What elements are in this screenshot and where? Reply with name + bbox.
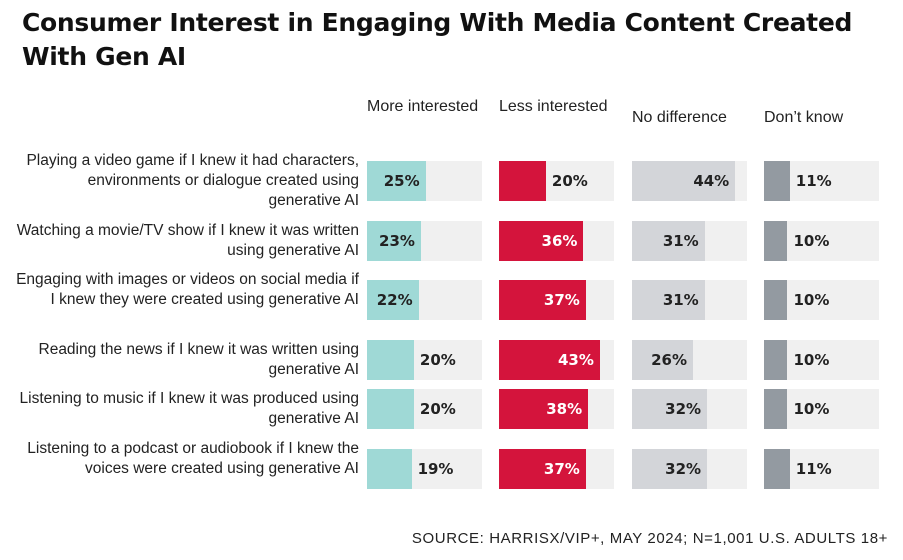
bar-nodiff [632,449,708,489]
bar-less [499,161,546,201]
source-note: SOURCE: HARRISX/VIP+, MAY 2024; N=1,001 … [411,530,888,547]
bar-nodiff [632,221,705,261]
bar-less [499,389,589,429]
bar-more [367,221,421,261]
data-label: 37% [543,460,580,478]
data-label: 43% [557,351,594,369]
bar-nodiff [632,340,693,380]
data-label: 10% [793,400,830,418]
bar-dontknow [764,161,790,201]
data-label: 44% [693,172,730,190]
data-label: 36% [541,232,578,250]
row-label: Playing a video game if I knew it had ch… [26,152,359,209]
data-label: 11% [795,172,832,190]
data-label: 20% [419,400,456,418]
data-label: 20% [419,351,456,369]
bar-dontknow [764,280,788,320]
column-header-nodiff: No difference [632,109,727,126]
data-label: 20% [551,172,588,190]
row-label: Watching a movie/TV show if I knew it wa… [16,222,359,259]
data-label: 31% [662,232,699,250]
bar-less [499,221,584,261]
bar-more [367,340,414,380]
bar-nodiff [632,389,708,429]
data-label: 37% [543,291,580,309]
bar-less [499,340,600,380]
column-header-dontknow: Don’t know [764,109,844,126]
data-label: 23% [379,232,415,250]
data-label: 32% [665,460,702,478]
row-label: Reading the news if I knew it was writte… [38,341,360,378]
bar-less [499,280,586,320]
row-label: Listening to music if I knew it was prod… [19,390,359,427]
row-label: Engaging with images or videos on social… [16,271,359,308]
bar-more [367,280,419,320]
bar-dontknow [764,340,788,380]
bar-more [367,449,412,489]
data-label: 10% [793,351,830,369]
bar-dontknow [764,221,788,261]
data-label: 31% [662,291,699,309]
bar-less [499,449,586,489]
bar-more [367,161,426,201]
data-label: 25% [383,172,420,190]
data-label: 10% [793,232,830,250]
data-label: 19% [417,460,454,478]
data-label: 11% [795,460,832,478]
bar-nodiff [632,280,705,320]
bar-dontknow [764,389,788,429]
data-label: 22% [376,291,413,309]
column-header-less: Less interested [499,98,608,115]
row-label: Listening to a podcast or audiobook if I… [27,440,359,477]
bar-more [367,389,414,429]
chart-title: Consumer Interest in Engaging With Media… [22,8,853,71]
column-header-more: More interested [367,98,479,115]
data-label: 26% [651,351,687,369]
bar-dontknow [764,449,790,489]
data-label: 38% [546,400,583,418]
bar-nodiff [632,161,736,201]
data-label: 32% [665,400,702,418]
data-label: 10% [793,291,830,309]
